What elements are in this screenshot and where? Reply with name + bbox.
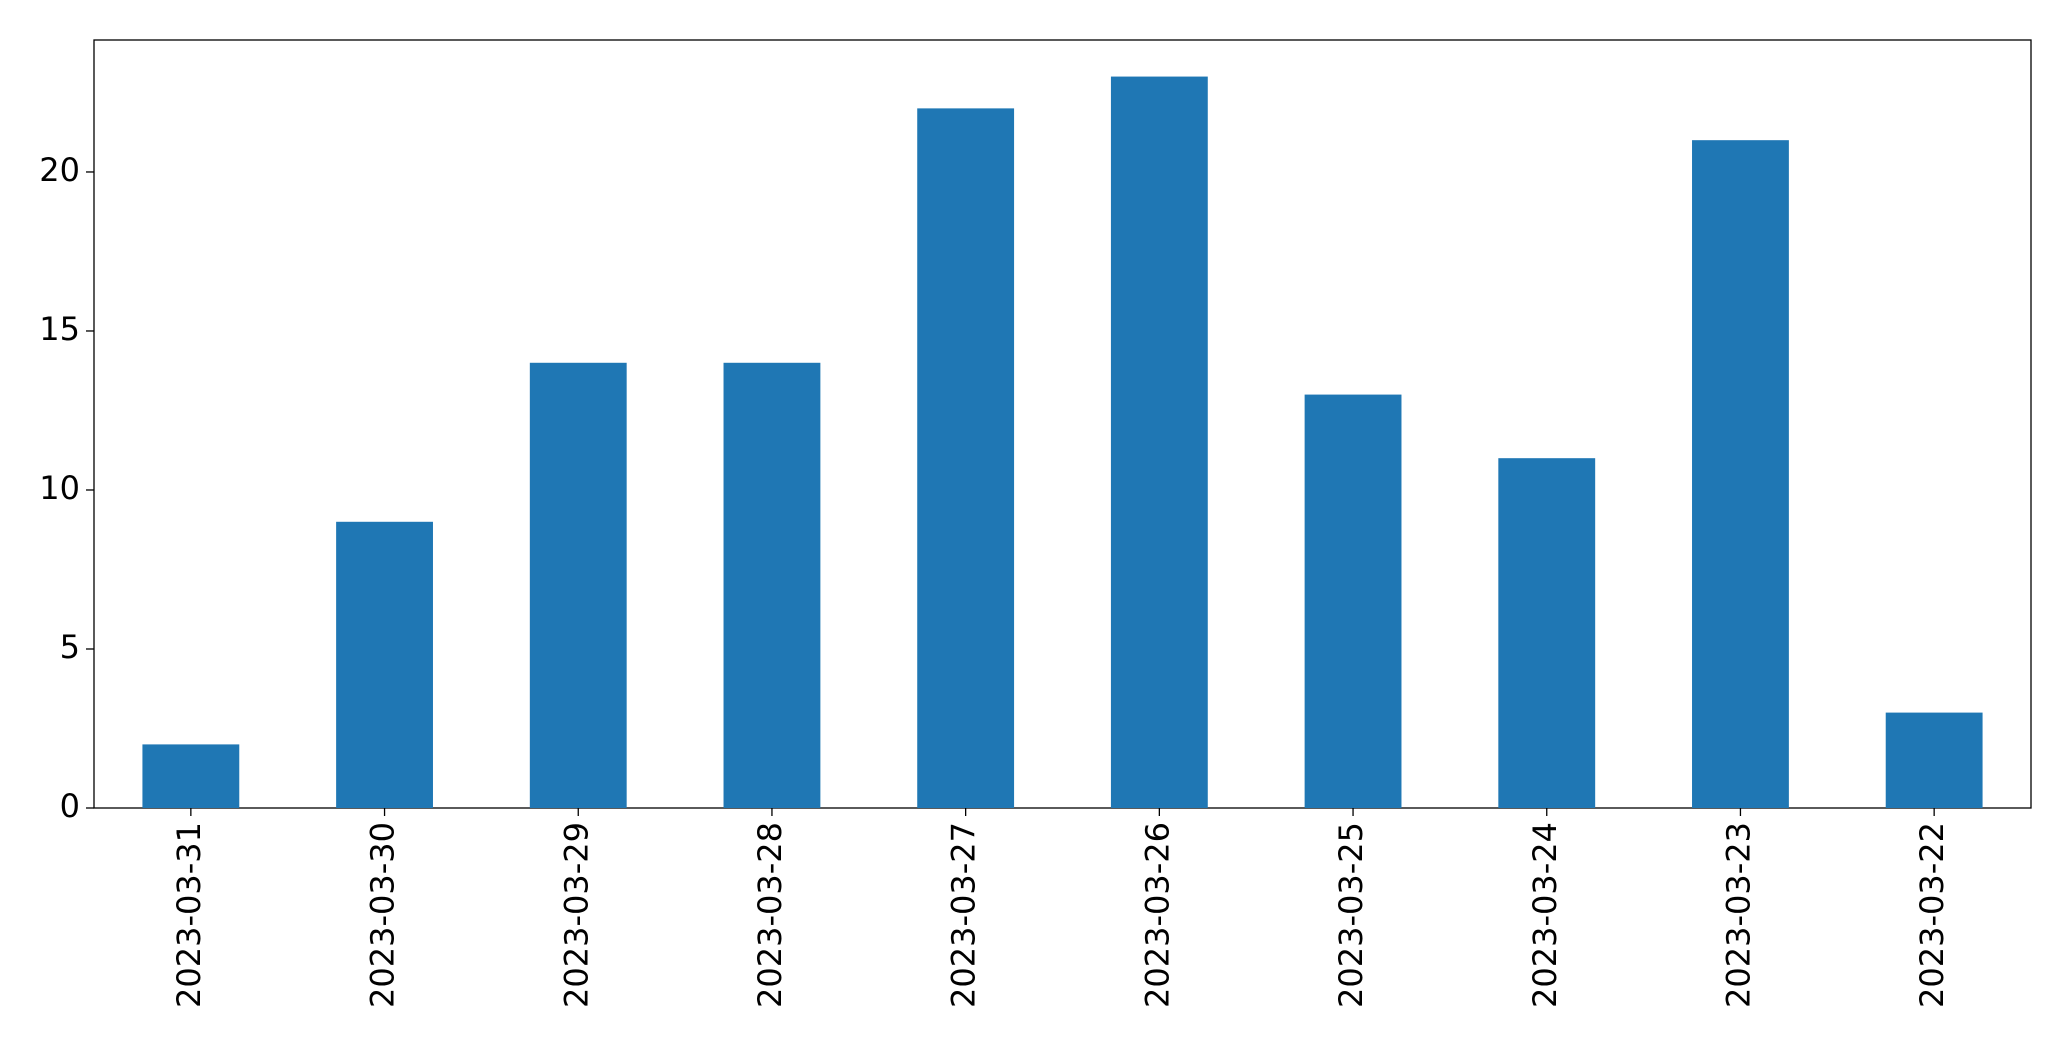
x-tick-label: 2023-03-26 <box>1138 822 1176 1008</box>
x-tick-label: 2023-03-28 <box>751 822 789 1008</box>
x-tick-label: 2023-03-31 <box>170 822 208 1008</box>
x-tick-label: 2023-03-30 <box>364 822 402 1008</box>
bar <box>142 744 240 808</box>
bar <box>1885 712 1983 808</box>
y-tick-label: 5 <box>60 628 80 666</box>
plot-frame <box>93 39 2032 809</box>
y-tick-label: 15 <box>39 310 80 348</box>
x-tick-label: 2023-03-23 <box>1719 822 1757 1008</box>
y-tick-label: 10 <box>39 469 80 507</box>
bar <box>723 362 821 808</box>
bar <box>336 521 433 808</box>
bar <box>917 108 1015 808</box>
bar <box>1692 140 1789 808</box>
bar <box>1498 458 1596 808</box>
y-tick-label: 0 <box>60 787 80 825</box>
x-tick-label: 2023-03-24 <box>1526 822 1564 1008</box>
x-tick-label: 2023-03-25 <box>1332 822 1370 1008</box>
bar <box>529 362 627 808</box>
bar <box>1110 76 1208 809</box>
bar <box>1304 394 1402 808</box>
x-tick-label: 2023-03-27 <box>945 822 983 1008</box>
y-tick-label: 20 <box>39 151 80 189</box>
x-tick-label: 2023-03-29 <box>557 822 595 1008</box>
x-tick-label: 2023-03-22 <box>1913 822 1951 1008</box>
